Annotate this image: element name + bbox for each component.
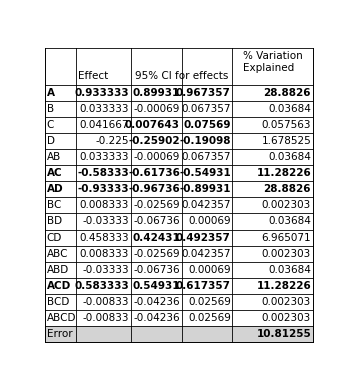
Text: BD: BD <box>47 217 62 227</box>
Text: 0.03684: 0.03684 <box>268 217 311 227</box>
Text: 0.583333: 0.583333 <box>74 281 129 291</box>
Text: 95% CI for effects: 95% CI for effects <box>135 71 228 81</box>
Text: 0.00069: 0.00069 <box>188 217 231 227</box>
Text: -0.00833: -0.00833 <box>83 297 129 307</box>
Text: -0.58333: -0.58333 <box>77 168 129 178</box>
Text: Error: Error <box>47 329 72 339</box>
Text: 0.002303: 0.002303 <box>262 313 311 323</box>
Text: 28.8826: 28.8826 <box>263 184 311 194</box>
Text: BC: BC <box>47 200 61 210</box>
Text: 0.07569: 0.07569 <box>183 120 231 130</box>
Text: 0.033333: 0.033333 <box>80 152 129 162</box>
Text: 10.81255: 10.81255 <box>257 329 311 339</box>
Text: % Variation
Explained: % Variation Explained <box>243 51 303 73</box>
Text: C: C <box>47 120 54 130</box>
Text: -0.03333: -0.03333 <box>82 217 129 227</box>
Text: 0.02569: 0.02569 <box>188 297 231 307</box>
Text: -0.04236: -0.04236 <box>133 313 180 323</box>
Text: 0.067357: 0.067357 <box>181 104 231 114</box>
Text: -0.02569: -0.02569 <box>133 249 180 259</box>
Text: -0.00833: -0.00833 <box>83 313 129 323</box>
Text: -0.03333: -0.03333 <box>82 265 129 275</box>
Text: 0.03684: 0.03684 <box>268 152 311 162</box>
Text: 0.057563: 0.057563 <box>262 120 311 130</box>
Text: 0.02569: 0.02569 <box>188 313 231 323</box>
Bar <box>45 326 313 342</box>
Text: ABCD: ABCD <box>47 313 76 323</box>
Text: 0.007643: 0.007643 <box>125 120 180 130</box>
Text: 0.42431: 0.42431 <box>132 232 180 242</box>
Text: BCD: BCD <box>47 297 69 307</box>
Text: -0.02569: -0.02569 <box>133 200 180 210</box>
Text: 0.03684: 0.03684 <box>268 265 311 275</box>
Text: B: B <box>47 104 54 114</box>
Text: 0.041667: 0.041667 <box>80 120 129 130</box>
Text: 0.492357: 0.492357 <box>176 232 231 242</box>
Text: 0.03684: 0.03684 <box>268 104 311 114</box>
Text: 6.965071: 6.965071 <box>261 232 311 242</box>
Text: -0.225: -0.225 <box>96 136 129 146</box>
Text: 0.042357: 0.042357 <box>181 200 231 210</box>
Text: -0.89931: -0.89931 <box>179 184 231 194</box>
Text: -0.00069: -0.00069 <box>134 152 180 162</box>
Text: 0.008333: 0.008333 <box>80 249 129 259</box>
Text: -0.19098: -0.19098 <box>179 136 231 146</box>
Text: 0.617357: 0.617357 <box>176 281 231 291</box>
Text: 0.002303: 0.002303 <box>262 249 311 259</box>
Text: 0.54931: 0.54931 <box>132 281 180 291</box>
Text: -0.25902: -0.25902 <box>128 136 180 146</box>
Text: D: D <box>47 136 54 146</box>
Text: 1.678525: 1.678525 <box>261 136 311 146</box>
Text: 0.042357: 0.042357 <box>181 249 231 259</box>
Text: 0.008333: 0.008333 <box>80 200 129 210</box>
Text: -0.93333: -0.93333 <box>77 184 129 194</box>
Text: -0.00069: -0.00069 <box>134 104 180 114</box>
Text: ABC: ABC <box>47 249 68 259</box>
Text: -0.04236: -0.04236 <box>133 297 180 307</box>
Text: 11.28226: 11.28226 <box>257 281 311 291</box>
Text: -0.54931: -0.54931 <box>179 168 231 178</box>
Text: ABD: ABD <box>47 265 69 275</box>
Text: ACD: ACD <box>47 281 71 291</box>
Text: 11.28226: 11.28226 <box>257 168 311 178</box>
Text: -0.06736: -0.06736 <box>133 265 180 275</box>
Text: 0.458333: 0.458333 <box>80 232 129 242</box>
Text: 28.8826: 28.8826 <box>263 88 311 98</box>
Text: AD: AD <box>47 184 63 194</box>
Text: CD: CD <box>47 232 62 242</box>
Text: Effect: Effect <box>78 71 108 81</box>
Text: -0.96736: -0.96736 <box>128 184 180 194</box>
Text: 0.89931: 0.89931 <box>133 88 180 98</box>
Text: 0.00069: 0.00069 <box>188 265 231 275</box>
Text: -0.06736: -0.06736 <box>133 217 180 227</box>
Text: 0.033333: 0.033333 <box>80 104 129 114</box>
Text: AB: AB <box>47 152 61 162</box>
Text: 0.933333: 0.933333 <box>74 88 129 98</box>
Text: 0.967357: 0.967357 <box>176 88 231 98</box>
Text: 0.002303: 0.002303 <box>262 297 311 307</box>
Text: 0.067357: 0.067357 <box>181 152 231 162</box>
Text: AC: AC <box>47 168 62 178</box>
Text: 0.002303: 0.002303 <box>262 200 311 210</box>
Text: -0.61736: -0.61736 <box>128 168 180 178</box>
Text: A: A <box>47 88 54 98</box>
